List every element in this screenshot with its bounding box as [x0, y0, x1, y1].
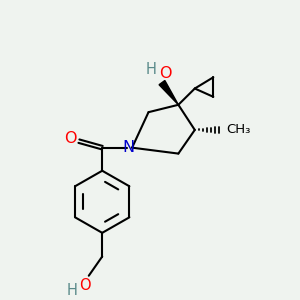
Text: H: H [67, 283, 78, 298]
Text: N: N [122, 140, 134, 155]
Text: O: O [64, 131, 77, 146]
Text: O: O [80, 278, 91, 293]
Text: O: O [159, 66, 172, 81]
Text: CH₃: CH₃ [226, 123, 250, 136]
Text: H: H [146, 62, 157, 77]
Polygon shape [159, 80, 178, 105]
